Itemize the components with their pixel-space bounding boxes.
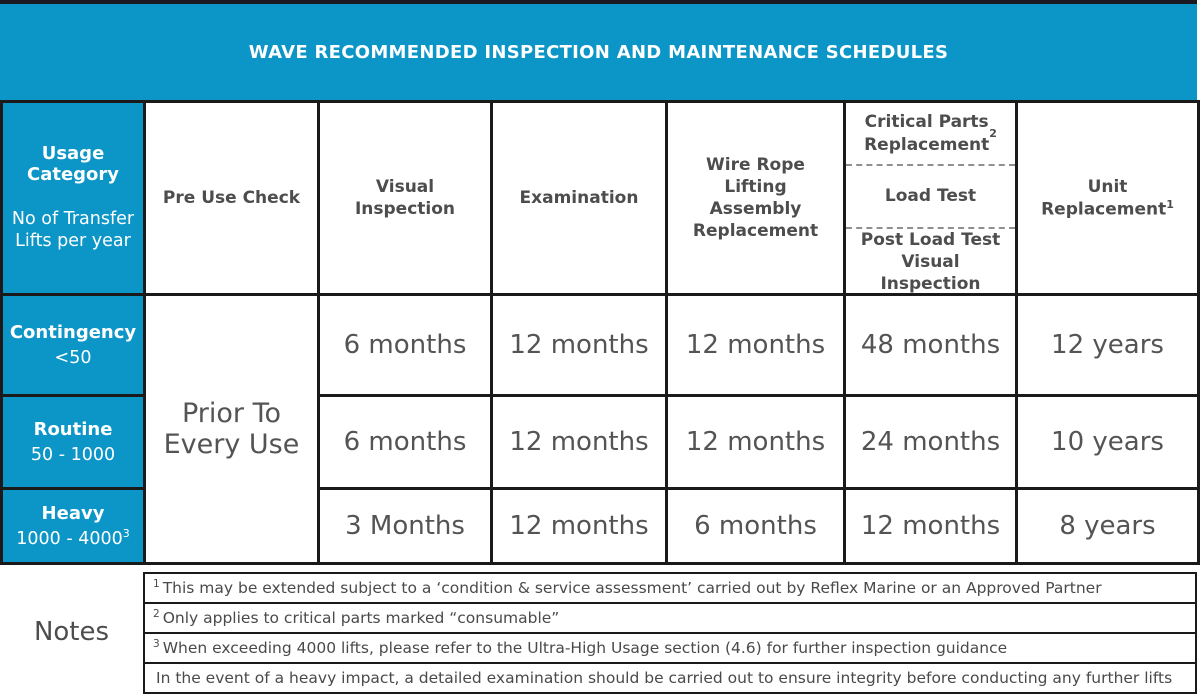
notes-label: Notes bbox=[33, 617, 110, 647]
cell-contingency-examination: 12 months bbox=[490, 293, 668, 397]
cell-routine-examination: 12 months bbox=[490, 394, 668, 490]
unit-replacement-header: Unit Replacement1 bbox=[1015, 100, 1200, 296]
cell-heavy-wire-rope: 6 months bbox=[665, 487, 846, 565]
note-3-text: When exceeding 4000 lifts, please refer … bbox=[162, 639, 1008, 657]
note-4-text: In the event of a heavy impact, a detail… bbox=[156, 669, 1173, 687]
post-load-test-header: Post Load Test Visual Inspection bbox=[847, 227, 1014, 292]
cell-routine-unit: 10 years bbox=[1015, 394, 1200, 490]
note-1-text: This may be extended subject to a ‘condi… bbox=[162, 579, 1102, 597]
notes-section: 1 This may be extended subject to a ‘cond… bbox=[143, 572, 1197, 694]
cell-heavy-unit: 8 years bbox=[1015, 487, 1200, 565]
row-label-contingency: Contingency <50 bbox=[0, 293, 146, 397]
header-row: Usage Category No of Transfer Lifts per … bbox=[0, 100, 1200, 296]
row-contingency: Contingency <50 Prior To Every Use 6 mon… bbox=[0, 293, 1200, 565]
cell-routine-critical: 24 months bbox=[843, 394, 1018, 490]
wire-rope-header: Wire Rope Lifting Assembly Replacement bbox=[665, 100, 846, 296]
cell-routine-visual: 6 months bbox=[317, 394, 493, 490]
category-range: <50 bbox=[54, 347, 92, 368]
page-title: WAVE RECOMMENDED INSPECTION AND MAINTENA… bbox=[248, 41, 949, 63]
note-2-text: Only applies to critical parts marked “c… bbox=[162, 609, 560, 627]
category-range: 1000 - 40003 bbox=[16, 527, 130, 549]
pre-use-check-header: Pre Use Check bbox=[143, 100, 320, 296]
usage-category-title: Usage Category bbox=[26, 143, 120, 186]
usage-category-header-cell: Usage Category No of Transfer Lifts per … bbox=[0, 100, 146, 296]
row-routine: Routine 50 - 1000 6 months 12 months 12 … bbox=[0, 394, 1200, 490]
category-name: Contingency bbox=[9, 322, 137, 344]
cell-routine-wire-rope: 12 months bbox=[665, 394, 846, 490]
category-name: Heavy bbox=[41, 503, 105, 525]
cell-heavy-visual: 3 Months bbox=[317, 487, 493, 565]
schedule-table: Usage Category No of Transfer Lifts per … bbox=[0, 100, 1200, 565]
critical-parts-replacement-header: Critical Parts Replacement 2 bbox=[864, 112, 997, 155]
category-name: Routine bbox=[33, 419, 113, 441]
note-row-3: 3 When exceeding 4000 lifts, please refer… bbox=[143, 632, 1197, 664]
prior-to-every-use-cell: Prior To Every Use bbox=[143, 293, 320, 565]
critical-parts-stack: Critical Parts Replacement 2 Load Test Po… bbox=[847, 105, 1014, 292]
category-range: 50 - 1000 bbox=[30, 444, 116, 465]
load-test-header: Load Test bbox=[847, 164, 1014, 227]
unit-replacement-footnote-marker: 1 bbox=[1166, 197, 1174, 211]
cell-contingency-unit: 12 years bbox=[1015, 293, 1200, 397]
cell-contingency-wire-rope: 12 months bbox=[665, 293, 846, 397]
cell-heavy-examination: 12 months bbox=[490, 487, 668, 565]
note-1-marker: 1 bbox=[153, 578, 160, 590]
usage-category-subtitle: No of Transfer Lifts per year bbox=[11, 209, 135, 251]
title-banner: WAVE RECOMMENDED INSPECTION AND MAINTENA… bbox=[0, 0, 1197, 100]
note-row-1: 1 This may be extended subject to a ‘cond… bbox=[143, 572, 1197, 604]
critical-parts-footnote-marker: 2 bbox=[989, 127, 997, 140]
row-label-heavy: Heavy 1000 - 40003 bbox=[0, 487, 146, 565]
critical-parts-header-cell: Critical Parts Replacement 2 Load Test Po… bbox=[843, 100, 1018, 296]
cell-contingency-visual: 6 months bbox=[317, 293, 493, 397]
note-row-4: In the event of a heavy impact, a detail… bbox=[143, 662, 1197, 694]
note-2-marker: 2 bbox=[153, 608, 160, 620]
row-heavy: Heavy 1000 - 40003 3 Months 12 months 6 … bbox=[0, 487, 1200, 565]
note-3-marker: 3 bbox=[153, 638, 160, 650]
row-label-routine: Routine 50 - 1000 bbox=[0, 394, 146, 490]
note-row-2: 2 Only applies to critical parts marked “… bbox=[143, 602, 1197, 634]
cell-heavy-critical: 12 months bbox=[843, 487, 1018, 565]
examination-header: Examination bbox=[490, 100, 668, 296]
visual-inspection-header: Visual Inspection bbox=[317, 100, 493, 296]
cell-contingency-critical: 48 months bbox=[843, 293, 1018, 397]
